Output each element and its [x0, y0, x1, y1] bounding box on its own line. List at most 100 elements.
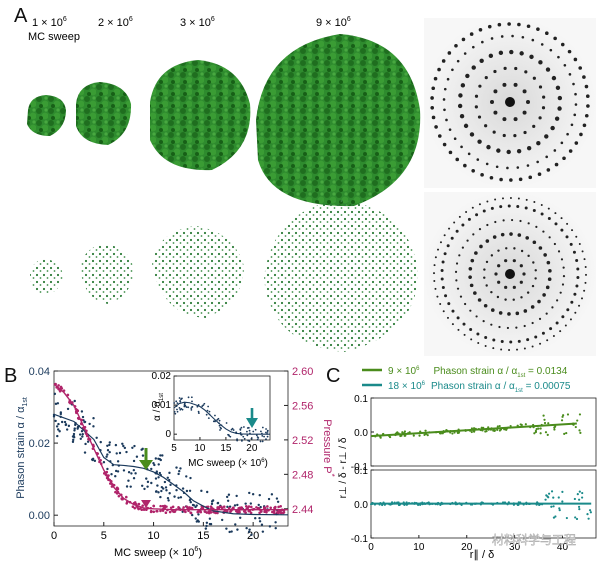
c-point-18 [383, 503, 386, 506]
pressure-point [159, 504, 162, 508]
diffraction-spot [584, 273, 587, 276]
inset-point [218, 422, 220, 425]
strain-point [195, 504, 198, 507]
pressure-point [76, 416, 80, 420]
c-point-18 [436, 502, 439, 505]
diffraction-spot [468, 275, 472, 279]
diffraction-center [505, 97, 515, 107]
pressure-point [277, 510, 280, 513]
c-point-18 [576, 493, 579, 496]
diffraction-spot [485, 162, 489, 166]
strain-point [257, 503, 260, 507]
pressure-point [276, 511, 280, 515]
strain-point [274, 521, 277, 524]
diffraction-spot [496, 295, 500, 299]
c-point-18 [522, 503, 525, 506]
diffraction-spot [434, 125, 438, 129]
pressure-point [243, 508, 247, 512]
c-point-9 [505, 427, 508, 430]
strain-point [275, 497, 279, 500]
c-point-18 [454, 502, 458, 505]
pressure-point [132, 501, 136, 505]
y2-tick-label: 2.60 [292, 366, 313, 378]
diffraction-spot [495, 165, 499, 169]
diffraction-spot [459, 295, 463, 298]
diffraction-spot [454, 270, 458, 274]
strain-point [83, 451, 87, 454]
pressure-point [170, 508, 174, 512]
diffraction-spot [573, 57, 578, 62]
c-point-9 [574, 425, 577, 429]
strain-point [106, 448, 110, 452]
pressure-point [68, 399, 72, 402]
strain-point [59, 411, 63, 414]
diffraction-spot [448, 128, 452, 131]
diffraction-spot [451, 309, 455, 313]
c-point-9 [561, 415, 564, 418]
strain-point [230, 530, 233, 533]
diffraction-spot [503, 66, 507, 70]
diffraction-spot [582, 75, 586, 79]
diffraction-spot [494, 272, 498, 276]
strain-point [145, 477, 148, 480]
diffraction-spot [538, 317, 542, 320]
inset-point [254, 428, 257, 431]
inset-point [176, 408, 178, 411]
strain-point [81, 433, 84, 436]
c-point-9 [394, 433, 397, 436]
c-point-18 [371, 502, 374, 505]
pressure-point [116, 487, 120, 491]
c-point-18 [561, 490, 564, 494]
diffraction-spot [431, 86, 436, 91]
inset-point [265, 431, 267, 434]
diffraction-spot [573, 292, 577, 296]
pressure-point [212, 507, 215, 511]
pressure-point [279, 511, 283, 515]
strain-point [99, 440, 102, 444]
c-y-tick-label: -0.1 [351, 462, 369, 473]
c-point-18 [423, 502, 426, 505]
diffraction-spot [574, 141, 579, 145]
strain-point [263, 505, 266, 509]
diffraction-spot [496, 148, 501, 153]
c-point-9 [444, 430, 447, 433]
diffraction-spot [585, 94, 590, 99]
inset-point [255, 434, 258, 437]
diffraction-spot [490, 206, 494, 210]
c-point-9 [435, 431, 438, 434]
diffraction-spot [570, 300, 574, 304]
c-point-9 [493, 429, 496, 432]
c-point-9 [566, 413, 570, 416]
diffraction-spot [562, 156, 566, 161]
pressure-point [223, 508, 227, 511]
strain-point [185, 475, 188, 478]
inset-x-tick-label: 5 [171, 443, 177, 454]
diffraction-spot [574, 92, 577, 96]
pressure-point [269, 506, 273, 510]
strain-point [195, 520, 199, 523]
strain-point [158, 458, 162, 461]
c-point-9 [487, 428, 490, 431]
diffraction-spot [462, 322, 466, 326]
c-point-18 [546, 495, 549, 498]
teal-arrow [246, 408, 258, 428]
inset-point [181, 408, 184, 411]
c-point-9 [394, 433, 397, 436]
c-point-18 [398, 503, 401, 506]
diffraction-spot [490, 254, 494, 257]
y-axis-label-right: Pressure P* [321, 419, 336, 477]
pressure-point [230, 508, 234, 511]
diffraction-spot [542, 95, 546, 99]
sweep-label-1: 1 × 106 MC sweep [28, 16, 80, 43]
pressure-point [220, 505, 223, 509]
c-point-9 [571, 423, 574, 426]
pressure-point [182, 506, 185, 509]
c-x-tick-label: 20 [461, 542, 473, 553]
inset-point [248, 429, 251, 432]
diffraction-spot [571, 229, 574, 232]
pressure-point [163, 506, 166, 510]
diffraction-spot [506, 326, 510, 330]
c-point-9 [473, 430, 476, 433]
c-point-9 [470, 430, 473, 434]
diffraction-spot [512, 285, 516, 289]
